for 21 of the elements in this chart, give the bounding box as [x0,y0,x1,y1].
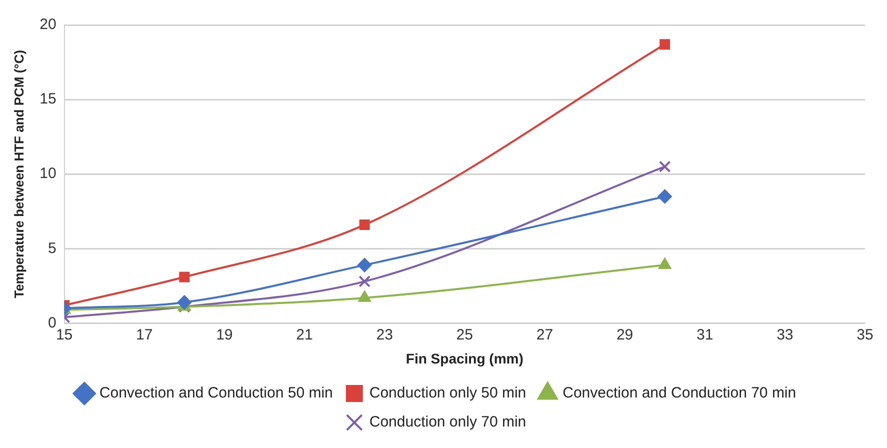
x-axis-title: Fin Spacing (mm) [406,350,524,366]
legend-label: Conduction only 50 min [369,384,526,402]
y-tick-label: 5 [48,240,56,257]
legend-label: Convection and Conduction 70 min [562,384,796,402]
x-tick-label: 35 [856,326,874,344]
y-tick-label: 10 [40,165,56,182]
y-axis-title: Temperature between HTF and PCM (°C) [11,50,26,298]
x-tick-label: 17 [136,326,153,344]
x-tick-label: 23 [376,326,393,344]
x-tick-label: 31 [696,326,714,344]
x-tick-label: 19 [216,326,233,344]
x-tick-label: 25 [456,326,473,344]
legend-label: Convection and Conduction 50 min [99,384,333,402]
x-tick-label: 33 [776,326,794,344]
y-tick-label: 15 [40,90,56,108]
y-tick-label: 0 [48,314,56,332]
x-tick-label: 21 [296,326,313,344]
x-tick-label: 27 [536,326,554,344]
x-tick-label: 29 [616,326,634,344]
y-tick-label: 20 [40,16,56,34]
legend-label: Conduction only 70 min [369,414,526,431]
